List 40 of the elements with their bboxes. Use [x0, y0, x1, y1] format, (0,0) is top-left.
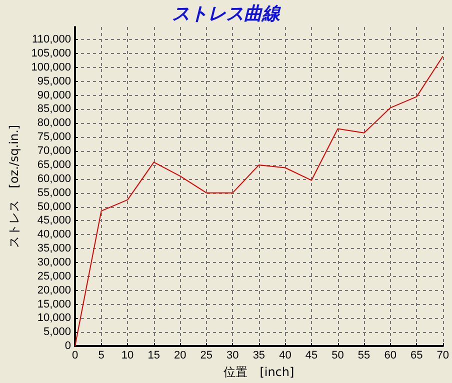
x-tick-label: 60 — [384, 350, 396, 362]
y-axis-title: ストレス [oz./sq.in.] — [7, 124, 21, 248]
y-tick-label: 75,000 — [37, 131, 71, 144]
y-tick-label: 25,000 — [37, 270, 71, 282]
y-tick-label: 95,000 — [37, 75, 71, 88]
y-tick-label: 65,000 — [37, 158, 71, 171]
y-tick-label: 90,000 — [37, 89, 71, 102]
x-tick-label: 25 — [200, 350, 213, 362]
y-tick-label: 60,000 — [37, 172, 71, 185]
x-tick-label: 15 — [148, 350, 160, 362]
y-tick-label: 80,000 — [37, 117, 71, 130]
x-tick-label: 10 — [121, 350, 134, 362]
x-tick-label: 5 — [98, 350, 104, 362]
y-tick-label: 50,000 — [37, 200, 71, 213]
y-tick-label: 100,000 — [31, 61, 71, 74]
x-tick-label: 65 — [410, 350, 423, 362]
chart-title: ストレス曲線 — [172, 4, 282, 24]
x-tick-label: 55 — [358, 350, 370, 362]
y-tick-label: 70,000 — [37, 145, 71, 158]
y-tick-label: 55,000 — [37, 186, 71, 199]
y-tick-label: 85,000 — [37, 103, 71, 116]
x-axis-title: 位置 [inch] — [224, 365, 294, 379]
x-tick-label: 50 — [332, 350, 344, 362]
y-tick-label: 0 — [64, 340, 71, 352]
x-tick-label: 20 — [174, 350, 186, 362]
y-tick-label: 30,000 — [37, 256, 71, 268]
y-tick-label: 15,000 — [37, 298, 71, 310]
y-tick-label: 35,000 — [37, 242, 71, 255]
y-tick-label: 10,000 — [37, 312, 71, 324]
x-tick-label: 45 — [305, 350, 318, 362]
x-tick-label: 30 — [226, 350, 239, 362]
x-tick-label: 35 — [252, 350, 266, 362]
y-tick-label: 105,000 — [31, 47, 71, 60]
y-tick-label: 110,000 — [32, 34, 71, 46]
x-tick-label: 40 — [279, 350, 292, 362]
y-tick-label: 20,000 — [37, 284, 71, 296]
y-tick-label: 45,000 — [37, 214, 71, 227]
y-tick-label: 40,000 — [37, 228, 71, 241]
x-tick-label: 70 — [436, 350, 450, 362]
y-tick-label: 5,000 — [43, 326, 71, 338]
